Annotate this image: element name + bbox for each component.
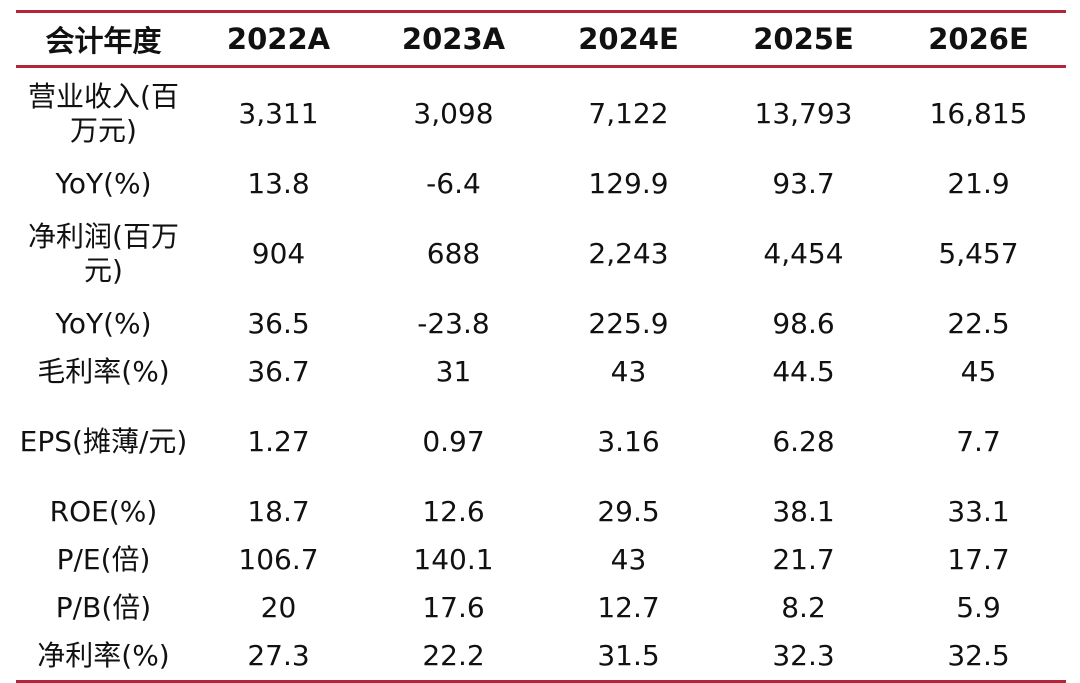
table-cell: 904 — [251, 237, 306, 270]
table-row: ROE(%) 18.7 12.6 29.5 38.1 33.1 — [16, 488, 1066, 536]
table-cell: 3.16 — [597, 425, 660, 458]
table-cell: 12.7 — [597, 591, 660, 624]
table-row: YoY(%) 36.5 -23.8 225.9 98.6 22.5 — [16, 300, 1066, 348]
table-header-row: 会计年度 2022A 2023A 2024E 2025E 2026E — [16, 10, 1066, 68]
table-cell: 0.97 — [422, 425, 485, 458]
table-cell: 7,122 — [588, 97, 669, 130]
table-cell: -6.4 — [426, 167, 481, 200]
table-cell: 21.7 — [772, 543, 835, 576]
table-row: 净利率(%) 27.3 22.2 31.5 32.3 32.5 — [16, 632, 1066, 683]
table-row: 营业收入(百万元) 3,311 3,098 7,122 13,793 16,815 — [16, 67, 1066, 161]
table-cell: 225.9 — [588, 307, 669, 340]
table-cell: 36.7 — [247, 355, 310, 388]
table-cell: 13,793 — [754, 97, 853, 130]
row-label: EPS(摊薄/元) — [19, 425, 188, 458]
table-cell: 20 — [260, 591, 297, 624]
table-cell: 2,243 — [588, 237, 669, 270]
table-cell: 43 — [610, 543, 647, 576]
table-cell: 688 — [426, 237, 481, 270]
table-cell: 31.5 — [541, 632, 716, 683]
table-cell: -23.8 — [417, 307, 490, 340]
table-cell: 12.6 — [422, 495, 485, 528]
table-cell: 17.7 — [947, 543, 1010, 576]
table-cell: 38.1 — [772, 495, 835, 528]
row-label: 净利率(%) — [16, 632, 191, 683]
table-cell: 45 — [960, 355, 997, 388]
header-cell-fiscal-year: 会计年度 — [16, 10, 191, 68]
table-cell: 93.7 — [772, 167, 835, 200]
table-row: EPS(摊薄/元) 1.27 0.97 3.16 6.28 7.7 — [16, 396, 1066, 488]
table-cell: 36.5 — [247, 307, 310, 340]
table-cell: 3,098 — [413, 97, 494, 130]
table-row: YoY(%) 13.8 -6.4 129.9 93.7 21.9 — [16, 160, 1066, 208]
row-label: 毛利率(%) — [37, 355, 170, 388]
table-cell: 7.7 — [956, 425, 1001, 458]
table-cell: 13.8 — [247, 167, 310, 200]
row-label: P/B(倍) — [55, 591, 152, 624]
row-label: 营业收入(百万元) — [28, 80, 179, 147]
table-row: P/B(倍) 20 17.6 12.7 8.2 5.9 — [16, 584, 1066, 632]
table-cell: 5,457 — [938, 237, 1019, 270]
table-cell: 29.5 — [597, 495, 660, 528]
table-cell: 18.7 — [247, 495, 310, 528]
table-row: 毛利率(%) 36.7 31 43 44.5 45 — [16, 348, 1066, 396]
table-cell: 1.27 — [247, 425, 310, 458]
table-cell: 8.2 — [781, 591, 826, 624]
table-row: 净利润(百万元) 904 688 2,243 4,454 5,457 — [16, 208, 1066, 300]
table-cell: 44.5 — [772, 355, 835, 388]
table-cell: 106.7 — [238, 543, 319, 576]
table-cell: 140.1 — [413, 543, 494, 576]
row-label: P/E(倍) — [56, 543, 151, 576]
table-cell: 17.6 — [422, 591, 485, 624]
header-cell-2022a: 2022A — [191, 10, 366, 68]
table-cell: 3,311 — [238, 97, 319, 130]
table-cell: 43 — [610, 355, 647, 388]
table-cell: 4,454 — [763, 237, 844, 270]
row-label: ROE(%) — [49, 495, 158, 528]
row-label: YoY(%) — [55, 167, 152, 200]
table-cell: 16,815 — [929, 97, 1028, 130]
header-cell-2026e: 2026E — [891, 10, 1066, 68]
header-cell-2024e: 2024E — [541, 10, 716, 68]
table-row: P/E(倍) 106.7 140.1 43 21.7 17.7 — [16, 536, 1066, 584]
table-cell: 32.3 — [716, 632, 891, 683]
table-cell: 27.3 — [191, 632, 366, 683]
table-cell: 22.2 — [366, 632, 541, 683]
row-label: YoY(%) — [55, 307, 152, 340]
header-cell-2025e: 2025E — [716, 10, 891, 68]
table-cell: 129.9 — [588, 167, 669, 200]
header-cell-2023a: 2023A — [366, 10, 541, 68]
table-cell: 98.6 — [772, 307, 835, 340]
table-cell: 32.5 — [891, 632, 1066, 683]
table-cell: 5.9 — [956, 591, 1001, 624]
row-label: 净利润(百万元) — [28, 220, 179, 287]
financial-forecast-table: 会计年度 2022A 2023A 2024E 2025E 2026E 营业收入(… — [16, 10, 1066, 683]
table-cell: 21.9 — [947, 167, 1010, 200]
table-cell: 33.1 — [947, 495, 1010, 528]
table-cell: 22.5 — [947, 307, 1010, 340]
table-cell: 6.28 — [772, 425, 835, 458]
table-cell: 31 — [435, 355, 472, 388]
